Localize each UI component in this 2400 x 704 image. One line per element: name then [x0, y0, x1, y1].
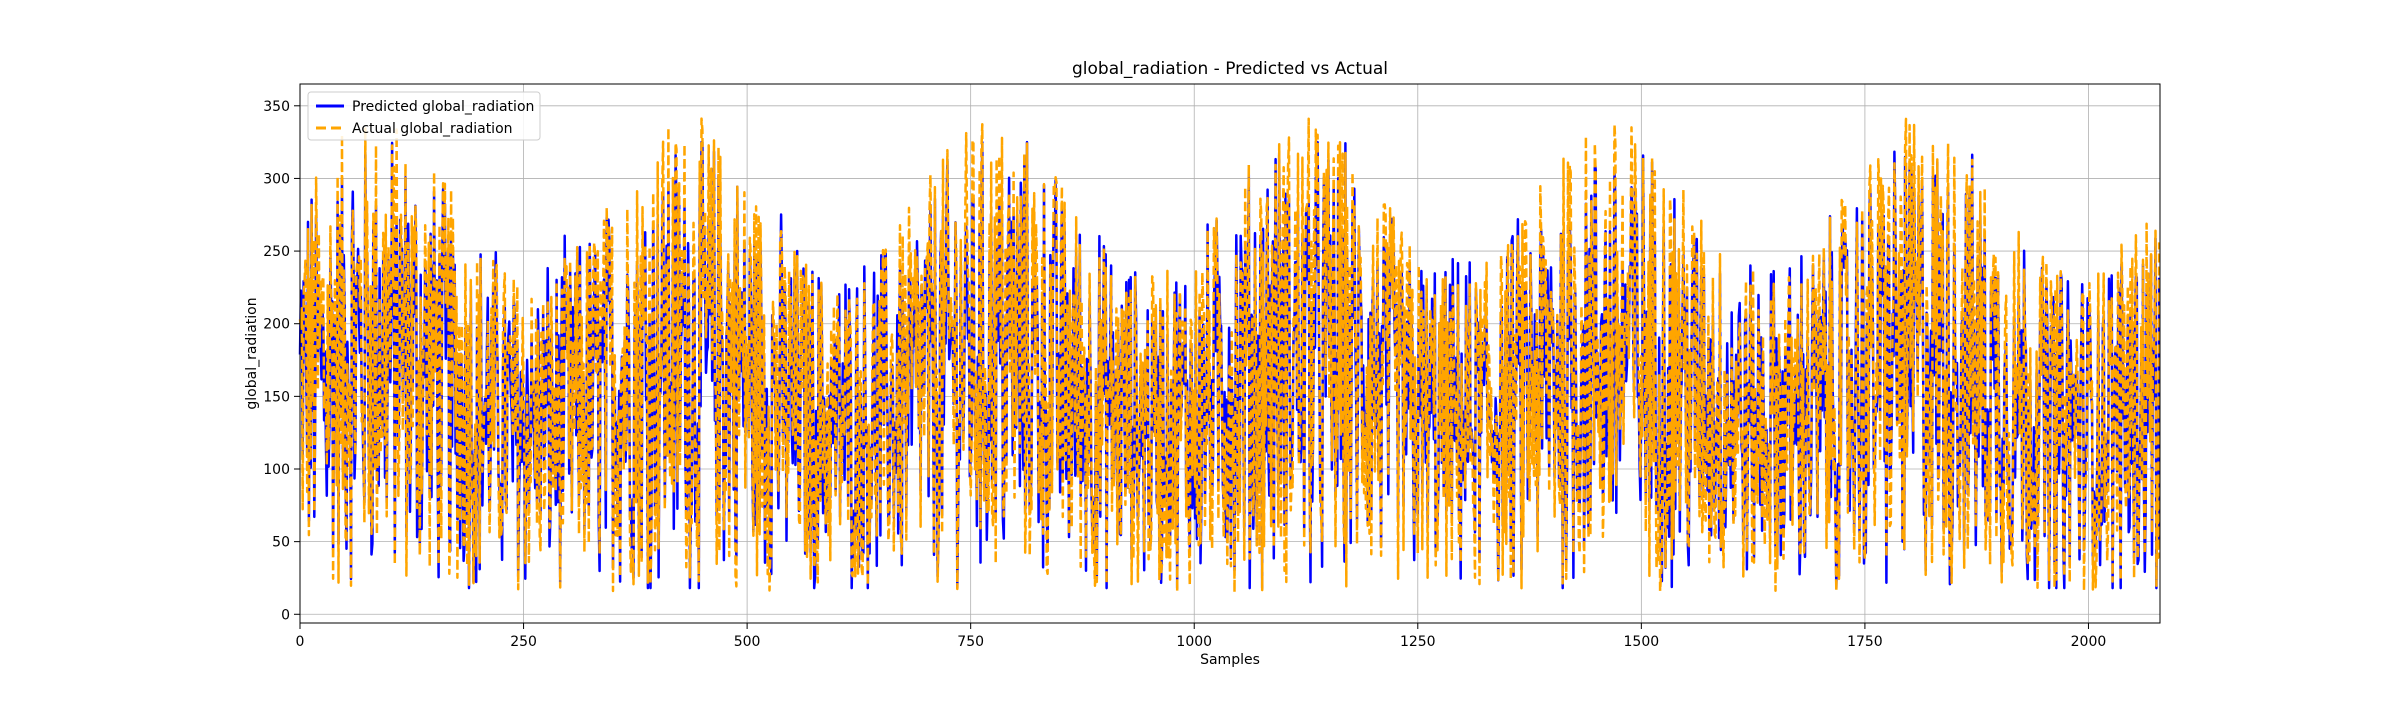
legend-actual-label: Actual global_radiation [352, 121, 513, 137]
x-tick-label: 500 [734, 634, 761, 650]
y-tick-label: 350 [263, 99, 290, 115]
x-tick-label: 250 [510, 634, 537, 650]
y-axis-label: global_radiation [244, 297, 260, 409]
legend-box [307, 91, 541, 141]
legend-predicted-label: Predicted global_radiation [352, 99, 534, 115]
x-tick-label: 750 [957, 634, 984, 650]
series-layer [298, 117, 2161, 594]
x-tick-label: 1250 [1400, 634, 1436, 650]
actual-series-line [298, 117, 2161, 594]
x-axis-label: Samples [1200, 652, 1260, 668]
x-tick-label: 1000 [1176, 634, 1212, 650]
y-tick-label: 150 [263, 389, 290, 405]
plot-frame [299, 83, 2161, 624]
y-tick-label: 300 [263, 171, 290, 187]
y-tick-label: 250 [263, 244, 290, 260]
x-tick-label: 1500 [1624, 634, 1660, 650]
x-tick-label: 2000 [2071, 634, 2107, 650]
y-tick-label: 100 [263, 462, 290, 478]
x-tick-label: 0 [296, 634, 305, 650]
x-tick-label: 1750 [1847, 634, 1883, 650]
tick-layer: 0 250 500 750 1000 1250 1500 1750 2000 0 50 100 150 2… [263, 99, 2106, 650]
legend: Predicted global_radiation Actual global… [307, 91, 541, 141]
y-tick-label: 50 [272, 535, 290, 551]
y-tick-label: 0 [281, 607, 290, 623]
chart-title: global_radiation - Predicted vs Actual [1072, 59, 1388, 79]
y-tick-label: 200 [263, 317, 290, 333]
